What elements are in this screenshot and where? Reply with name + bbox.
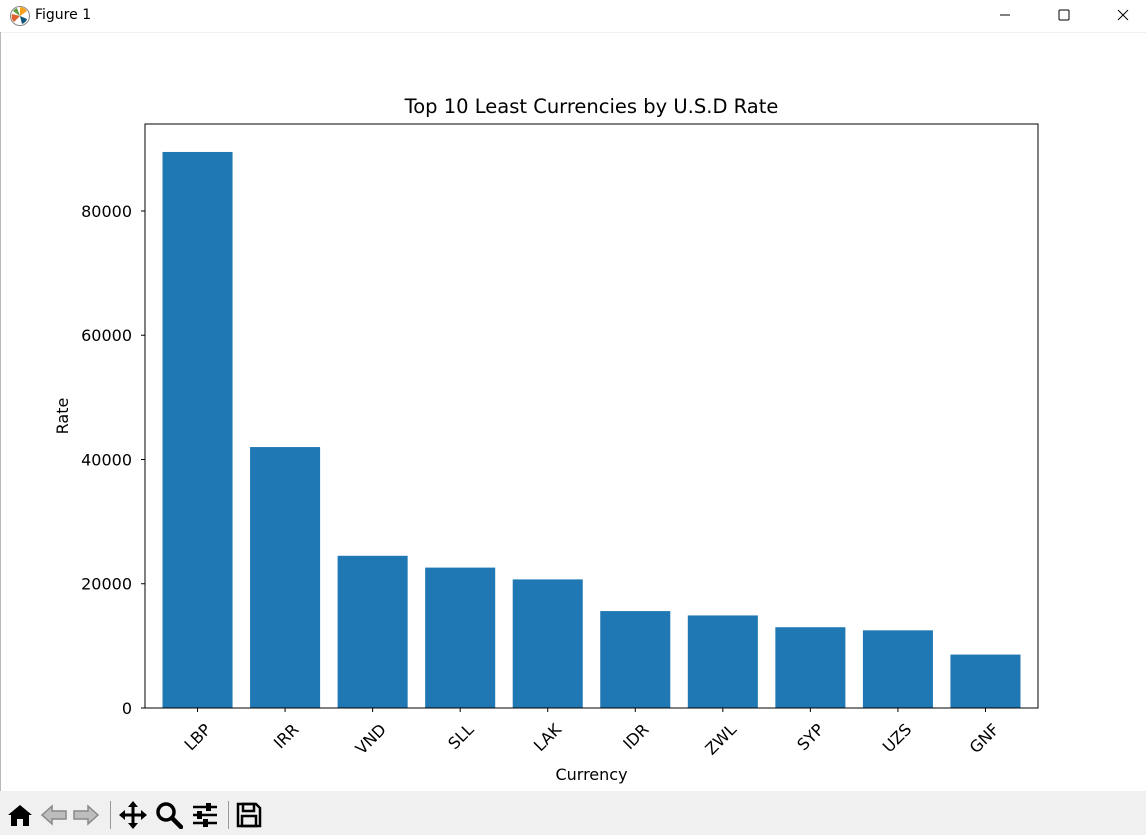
matplotlib-icon bbox=[10, 6, 30, 26]
forward-button[interactable] bbox=[71, 800, 101, 830]
bar-idr bbox=[600, 611, 671, 708]
window-titlebar: Figure 1 bbox=[0, 0, 1146, 33]
maximize-icon bbox=[1058, 9, 1070, 21]
bar-irr bbox=[250, 447, 321, 708]
x-axis-label: Currency bbox=[555, 765, 627, 784]
back-icon bbox=[40, 804, 67, 826]
bar-sll bbox=[425, 567, 496, 708]
figure-canvas[interactable]: 0 20000 40000 60000 80000 LBP IRR VND SLL LAK IDR Z… bbox=[0, 33, 1146, 790]
x-tick-label: LBP bbox=[181, 720, 216, 755]
close-button[interactable] bbox=[1094, 0, 1146, 30]
home-button[interactable] bbox=[5, 800, 35, 830]
window-title: Figure 1 bbox=[35, 7, 92, 23]
x-tick-label: VND bbox=[352, 720, 390, 758]
pan-button[interactable] bbox=[118, 800, 148, 830]
minimize-button[interactable] bbox=[976, 0, 1034, 30]
toolbar-separator bbox=[110, 801, 111, 829]
bar-lak bbox=[512, 579, 583, 708]
y-tick-label: 20000 bbox=[81, 575, 132, 594]
bar-lbp bbox=[162, 151, 233, 709]
home-icon bbox=[8, 805, 32, 826]
x-tick-label: SYP bbox=[793, 720, 828, 755]
y-tick-label: 60000 bbox=[81, 326, 132, 345]
x-tick-label: GNF bbox=[966, 720, 1003, 757]
save-icon bbox=[236, 802, 262, 828]
close-icon bbox=[1117, 9, 1129, 21]
forward-icon bbox=[73, 804, 100, 826]
save-button[interactable] bbox=[234, 800, 264, 830]
zoom-icon bbox=[156, 802, 183, 829]
configure-subplots-button[interactable] bbox=[190, 800, 220, 830]
x-tick-label: ZWL bbox=[701, 720, 740, 759]
toolbar-separator bbox=[228, 801, 229, 829]
bar-syp bbox=[775, 627, 846, 708]
y-tick-label: 80000 bbox=[81, 202, 132, 221]
zoom-button[interactable] bbox=[154, 800, 184, 830]
x-tick-label: UZS bbox=[879, 720, 915, 756]
navigation-toolbar bbox=[0, 791, 1146, 835]
chart-title: Top 10 Least Currencies by U.S.D Rate bbox=[404, 95, 779, 118]
bar-gnf bbox=[950, 654, 1021, 708]
back-button[interactable] bbox=[39, 800, 69, 830]
axes-frame bbox=[144, 123, 1039, 709]
bar-chart: 0 20000 40000 60000 80000 LBP IRR VND SLL LAK IDR Z… bbox=[53, 95, 1039, 784]
x-tick-label: IRR bbox=[270, 720, 302, 752]
pan-icon bbox=[119, 801, 147, 829]
minimize-icon bbox=[1000, 14, 1010, 16]
maximize-button[interactable] bbox=[1035, 0, 1093, 30]
bar-vnd bbox=[337, 555, 408, 708]
bar-zwl bbox=[687, 615, 758, 708]
x-tick-label: LAK bbox=[530, 720, 566, 756]
window-border bbox=[0, 32, 1, 792]
configure-subplots-icon bbox=[193, 803, 217, 827]
x-tick-label: SLL bbox=[444, 720, 477, 753]
y-axis-label: Rate bbox=[53, 398, 72, 435]
y-tick-label: 0 bbox=[122, 699, 132, 718]
x-tick-label: IDR bbox=[619, 720, 652, 753]
bar-uzs bbox=[862, 630, 933, 708]
y-tick-label: 40000 bbox=[81, 450, 132, 469]
